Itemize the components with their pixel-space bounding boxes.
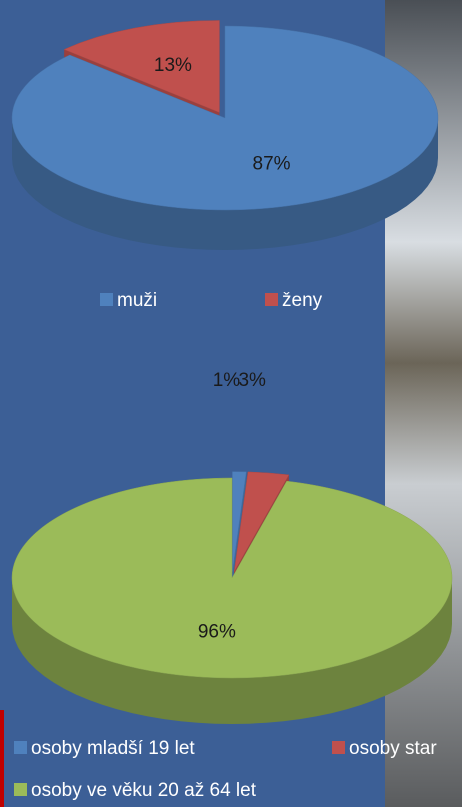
- legend-label: osoby mladší 19 let: [31, 738, 195, 759]
- legend-swatch: [332, 741, 345, 754]
- data-label: 1%: [213, 370, 241, 391]
- data-label: 3%: [238, 370, 266, 391]
- slice: [232, 471, 247, 572]
- legend-label: muži: [117, 290, 157, 311]
- data-label: 96%: [198, 622, 236, 643]
- data-label: 87%: [253, 153, 291, 174]
- slice-side: [12, 118, 438, 250]
- legend-label: osoby star: [349, 738, 437, 759]
- data-label: 13%: [154, 55, 192, 76]
- slice-side: [12, 578, 452, 724]
- slice: [11, 477, 453, 679]
- accent-bar: [0, 710, 4, 807]
- legend-swatch: [100, 293, 113, 306]
- legend-label: osoby ve věku 20 až 64 let: [31, 780, 257, 801]
- slice: [233, 471, 290, 572]
- legend-swatch: [14, 783, 27, 796]
- slice: [11, 25, 439, 211]
- slice: [63, 20, 220, 113]
- legend-swatch: [14, 741, 27, 754]
- legend-label: ženy: [282, 290, 323, 311]
- legend-swatch: [265, 293, 278, 306]
